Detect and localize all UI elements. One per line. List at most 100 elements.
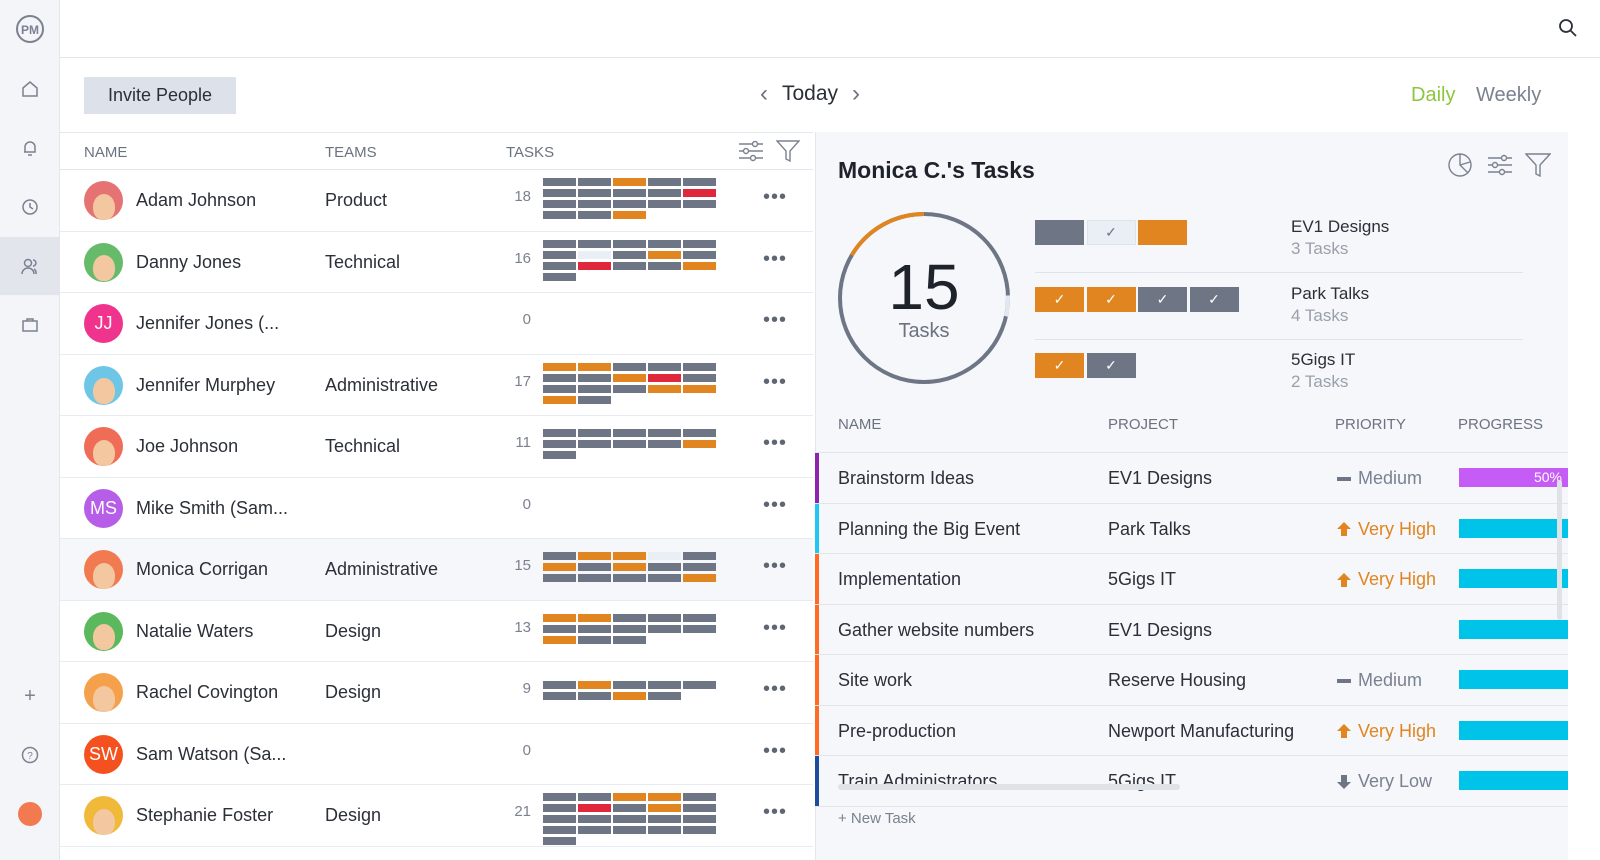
weekly-toggle[interactable]: Weekly — [1476, 84, 1542, 106]
task-block[interactable] — [613, 250, 646, 259]
task-block[interactable] — [578, 574, 611, 582]
task-block[interactable] — [613, 211, 646, 219]
task-name[interactable]: Gather website numbers — [838, 619, 1035, 640]
task-block[interactable] — [543, 239, 576, 248]
task-block[interactable] — [613, 613, 646, 622]
person-row[interactable]: MS Mike Smith (Sam... 0 ••• — [60, 478, 813, 539]
task-block[interactable] — [613, 189, 646, 197]
avatar[interactable]: MS — [84, 488, 123, 528]
avatar[interactable] — [84, 365, 123, 405]
person-row[interactable]: Danny Jones Technical 16 ••• — [60, 232, 813, 293]
task-block[interactable] — [613, 635, 646, 644]
task-block[interactable] — [578, 373, 611, 382]
task-block[interactable] — [578, 395, 611, 404]
user-avatar[interactable] — [0, 785, 60, 843]
task-block[interactable] — [543, 261, 576, 270]
task-block[interactable] — [648, 189, 681, 197]
task-block[interactable] — [543, 613, 576, 622]
task-block[interactable] — [543, 395, 576, 404]
more-options-icon[interactable]: ••• — [763, 678, 788, 700]
person-name[interactable]: Danny Jones — [136, 251, 242, 272]
task-block[interactable] — [683, 239, 716, 248]
person-name[interactable]: Joe Johnson — [136, 436, 239, 456]
project-task-block[interactable]: ✓ — [1035, 353, 1084, 378]
task-block[interactable] — [543, 200, 576, 208]
task-block[interactable] — [613, 692, 646, 700]
more-options-icon[interactable]: ••• — [763, 801, 788, 823]
avatar[interactable] — [84, 611, 123, 651]
task-block[interactable] — [578, 804, 611, 812]
task-block[interactable] — [648, 793, 681, 801]
task-block[interactable] — [543, 837, 576, 845]
task-block[interactable] — [578, 624, 611, 633]
header-project[interactable]: PROJECT — [1108, 416, 1179, 433]
task-block[interactable] — [613, 563, 646, 571]
task-block[interactable] — [613, 574, 646, 582]
task-block[interactable] — [543, 250, 576, 259]
task-block[interactable] — [648, 613, 681, 622]
task-block[interactable] — [648, 239, 681, 248]
person-name[interactable]: Mike Smith (Sam... — [136, 497, 289, 518]
person-row[interactable]: Joe Johnson Technical 11 ••• — [60, 416, 813, 478]
task-block[interactable] — [648, 429, 681, 437]
person-name[interactable]: Rachel Covington — [136, 682, 279, 702]
more-options-icon[interactable]: ••• — [763, 739, 788, 762]
task-block[interactable] — [543, 211, 576, 219]
search-icon[interactable] — [1558, 18, 1578, 43]
task-block[interactable] — [543, 681, 576, 689]
task-block[interactable] — [648, 261, 681, 270]
task-priority[interactable]: Medium — [1336, 468, 1422, 489]
plus-icon[interactable]: + — [24, 684, 36, 707]
task-block[interactable] — [613, 804, 646, 812]
task-block[interactable] — [648, 200, 681, 208]
task-block[interactable] — [543, 826, 576, 834]
task-block[interactable] — [613, 178, 646, 186]
task-block[interactable] — [648, 384, 681, 393]
task-row[interactable]: Site work Reserve Housing Medium — [815, 655, 1568, 706]
task-block[interactable] — [578, 250, 611, 259]
task-block[interactable] — [683, 826, 716, 834]
task-block[interactable] — [578, 635, 611, 644]
task-block[interactable] — [613, 362, 646, 371]
task-block[interactable] — [613, 793, 646, 801]
task-block[interactable] — [683, 261, 716, 270]
task-block[interactable] — [683, 574, 716, 582]
task-block[interactable] — [648, 373, 681, 382]
header-teams[interactable]: TEAMS — [325, 144, 377, 161]
more-options-icon[interactable]: ••• — [763, 432, 788, 454]
task-block[interactable] — [543, 189, 576, 197]
chevron-right-icon[interactable]: › — [852, 80, 861, 107]
more-options-icon[interactable]: ••• — [763, 186, 788, 208]
more-options-icon[interactable]: ••• — [763, 247, 788, 270]
task-block[interactable] — [683, 552, 716, 560]
task-block[interactable] — [683, 624, 716, 633]
project-name[interactable]: Park Talks — [1291, 283, 1370, 303]
task-priority[interactable]: Very High — [1336, 721, 1436, 742]
more-options-icon[interactable]: ••• — [763, 555, 788, 577]
project-name[interactable]: 5Gigs IT — [1291, 350, 1356, 369]
task-block[interactable] — [578, 552, 611, 560]
task-block[interactable] — [543, 429, 576, 437]
task-priority[interactable]: Very High — [1336, 519, 1436, 540]
task-block[interactable] — [543, 574, 576, 582]
task-row[interactable]: Planning the Big Event Park Talks Very H… — [815, 503, 1568, 554]
pm-logo[interactable]: PM — [0, 0, 60, 58]
person-name[interactable]: Natalie Waters — [136, 620, 254, 641]
task-block[interactable] — [578, 178, 611, 186]
avatar[interactable] — [84, 796, 123, 835]
task-block[interactable] — [543, 624, 576, 633]
person-row[interactable]: Rachel Covington Design 9 ••• — [60, 662, 813, 724]
task-block[interactable] — [613, 373, 646, 382]
task-block[interactable] — [578, 200, 611, 208]
task-block[interactable] — [543, 815, 576, 823]
task-block[interactable] — [683, 373, 716, 382]
task-block[interactable] — [613, 624, 646, 633]
task-block[interactable] — [578, 793, 611, 801]
clock-icon[interactable] — [0, 178, 60, 236]
task-name[interactable]: Pre-production — [838, 720, 957, 741]
task-block[interactable] — [543, 552, 576, 560]
people-icon[interactable] — [0, 237, 60, 295]
project-task-block[interactable]: ✓ — [1035, 286, 1084, 312]
task-row[interactable]: Brainstorm Ideas EV1 Designs Medium 50% — [815, 453, 1568, 504]
task-block[interactable] — [683, 815, 716, 823]
